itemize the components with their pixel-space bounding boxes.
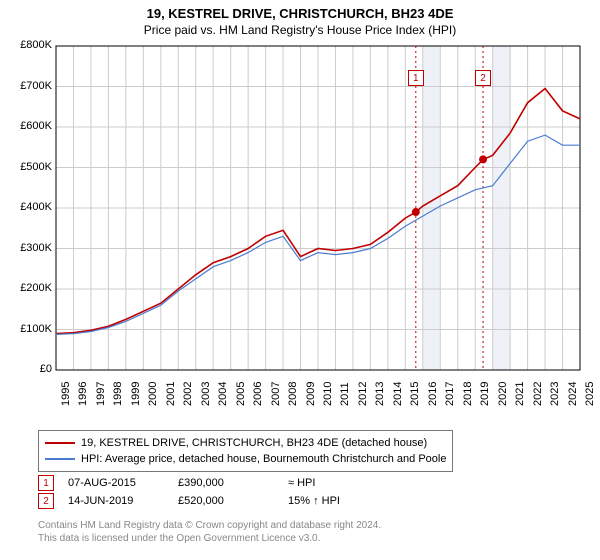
sale-marker-icon: 2 xyxy=(38,493,54,509)
chart-sale-marker: 2 xyxy=(475,70,491,86)
x-tick-label: 2012 xyxy=(357,382,369,406)
x-tick-label: 2008 xyxy=(287,382,299,406)
sale-date: 07-AUG-2015 xyxy=(68,477,178,489)
x-tick-label: 1997 xyxy=(95,382,107,406)
sale-price: £390,000 xyxy=(178,477,288,489)
sale-price: £520,000 xyxy=(178,495,288,507)
y-tick-label: £800K xyxy=(2,39,52,51)
legend-row: 19, KESTREL DRIVE, CHRISTCHURCH, BH23 4D… xyxy=(45,435,446,451)
sales-table: 1 07-AUG-2015 £390,000 ≈ HPI 2 14-JUN-20… xyxy=(38,474,398,510)
x-tick-label: 2005 xyxy=(235,382,247,406)
x-tick-label: 2019 xyxy=(479,382,491,406)
x-tick-label: 1995 xyxy=(60,382,72,406)
x-tick-label: 2003 xyxy=(200,382,212,406)
y-tick-label: £400K xyxy=(2,201,52,213)
y-tick-label: £200K xyxy=(2,282,52,294)
footer: Contains HM Land Registry data © Crown c… xyxy=(38,520,381,545)
legend: 19, KESTREL DRIVE, CHRISTCHURCH, BH23 4D… xyxy=(38,430,453,472)
sale-date: 14-JUN-2019 xyxy=(68,495,178,507)
chart-sale-marker: 1 xyxy=(408,70,424,86)
x-tick-label: 2006 xyxy=(252,382,264,406)
y-tick-label: £600K xyxy=(2,120,52,132)
x-tick-label: 2001 xyxy=(165,382,177,406)
x-tick-label: 2010 xyxy=(322,382,334,406)
table-row: 1 07-AUG-2015 £390,000 ≈ HPI xyxy=(38,474,398,492)
x-tick-label: 2021 xyxy=(514,382,526,406)
y-tick-label: £0 xyxy=(2,363,52,375)
x-tick-label: 2023 xyxy=(549,382,561,406)
legend-label: HPI: Average price, detached house, Bour… xyxy=(81,453,446,465)
x-tick-label: 2011 xyxy=(339,382,351,406)
y-tick-label: £500K xyxy=(2,161,52,173)
x-tick-label: 2013 xyxy=(374,382,386,406)
table-row: 2 14-JUN-2019 £520,000 15% ↑ HPI xyxy=(38,492,398,510)
chart-container: { "title": "19, KESTREL DRIVE, CHRISTCHU… xyxy=(0,0,600,560)
x-tick-label: 2009 xyxy=(305,382,317,406)
x-tick-label: 2022 xyxy=(532,382,544,406)
x-tick-label: 2025 xyxy=(584,382,596,406)
sale-delta: ≈ HPI xyxy=(288,477,398,489)
x-tick-label: 2024 xyxy=(567,382,579,406)
x-tick-label: 2014 xyxy=(392,382,404,406)
x-tick-label: 2017 xyxy=(444,382,456,406)
footer-line: This data is licensed under the Open Gov… xyxy=(38,533,381,546)
x-tick-label: 2000 xyxy=(147,382,159,406)
y-tick-label: £100K xyxy=(2,323,52,335)
legend-swatch xyxy=(45,442,75,444)
sale-marker-icon: 1 xyxy=(38,475,54,491)
x-tick-label: 2018 xyxy=(462,382,474,406)
x-tick-label: 1996 xyxy=(77,382,89,406)
footer-line: Contains HM Land Registry data © Crown c… xyxy=(38,520,381,533)
x-tick-label: 2015 xyxy=(409,382,421,406)
legend-label: 19, KESTREL DRIVE, CHRISTCHURCH, BH23 4D… xyxy=(81,437,427,449)
y-tick-label: £300K xyxy=(2,242,52,254)
x-tick-label: 1999 xyxy=(130,382,142,406)
x-tick-label: 2016 xyxy=(427,382,439,406)
x-tick-label: 2002 xyxy=(182,382,194,406)
x-tick-label: 1998 xyxy=(112,382,124,406)
line-chart xyxy=(0,0,600,420)
y-tick-label: £700K xyxy=(2,80,52,92)
legend-swatch xyxy=(45,458,75,460)
legend-row: HPI: Average price, detached house, Bour… xyxy=(45,451,446,467)
sale-delta: 15% ↑ HPI xyxy=(288,495,398,507)
x-tick-label: 2007 xyxy=(270,382,282,406)
x-tick-label: 2004 xyxy=(217,382,229,406)
x-tick-label: 2020 xyxy=(497,382,509,406)
